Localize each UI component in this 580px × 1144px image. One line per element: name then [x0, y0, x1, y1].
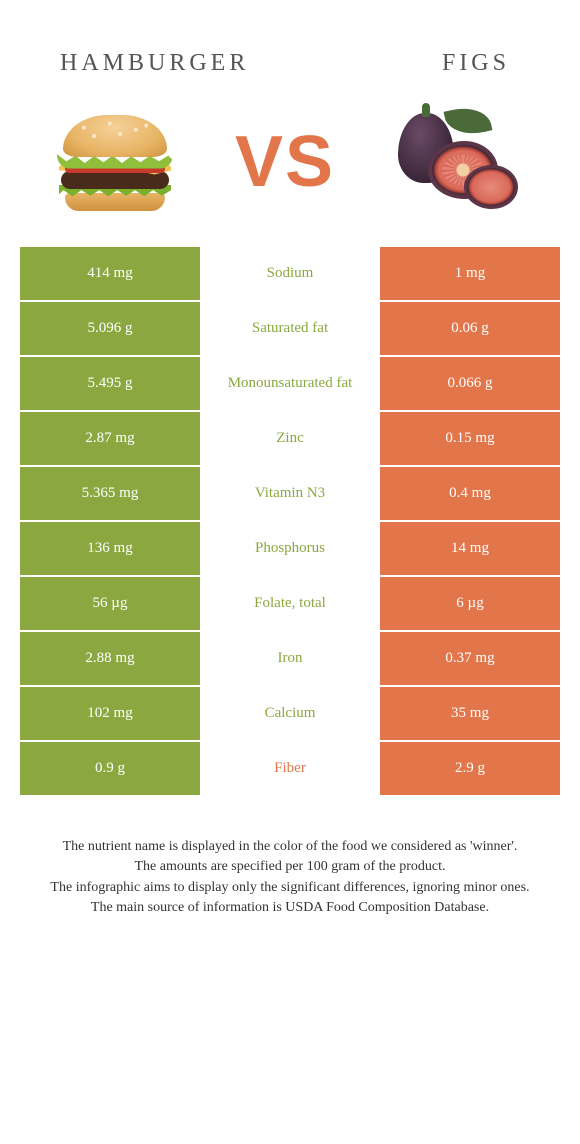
nutrient-label: Phosphorus [200, 522, 380, 575]
right-value-cell: 0.15 mg [380, 412, 560, 465]
nutrient-label: Zinc [200, 412, 380, 465]
left-food-title: HAMBURGER [60, 50, 249, 77]
footer-line: The main source of information is USDA F… [40, 898, 540, 918]
table-row: 414 mgSodium1 mg [20, 247, 560, 302]
images-row: VS [0, 97, 580, 247]
nutrient-label: Monounsaturated fat [200, 357, 380, 410]
footer-line: The amounts are specified per 100 gram o… [40, 857, 540, 877]
right-value-cell: 14 mg [380, 522, 560, 575]
left-value-cell: 56 µg [20, 577, 200, 630]
nutrient-label: Iron [200, 632, 380, 685]
footer-line: The nutrient name is displayed in the co… [40, 837, 540, 857]
table-row: 136 mgPhosphorus14 mg [20, 522, 560, 577]
left-value-cell: 2.88 mg [20, 632, 200, 685]
table-row: 5.096 gSaturated fat0.06 g [20, 302, 560, 357]
right-food-title: FIGS [442, 50, 510, 77]
left-value-cell: 136 mg [20, 522, 200, 575]
right-value-cell: 2.9 g [380, 742, 560, 795]
right-value-cell: 0.4 mg [380, 467, 560, 520]
left-value-cell: 5.365 mg [20, 467, 200, 520]
header: HAMBURGER FIGS [0, 0, 580, 97]
table-row: 56 µgFolate, total6 µg [20, 577, 560, 632]
left-value-cell: 102 mg [20, 687, 200, 740]
footer-notes: The nutrient name is displayed in the co… [0, 797, 580, 918]
right-value-cell: 0.066 g [380, 357, 560, 410]
vs-label: VS [235, 121, 335, 203]
nutrient-label: Sodium [200, 247, 380, 300]
nutrient-label: Folate, total [200, 577, 380, 630]
right-value-cell: 35 mg [380, 687, 560, 740]
right-value-cell: 1 mg [380, 247, 560, 300]
nutrient-label: Fiber [200, 742, 380, 795]
table-row: 5.365 mgVitamin N30.4 mg [20, 467, 560, 522]
left-value-cell: 0.9 g [20, 742, 200, 795]
figs-icon [390, 107, 520, 217]
nutrient-label: Saturated fat [200, 302, 380, 355]
left-value-cell: 2.87 mg [20, 412, 200, 465]
right-value-cell: 6 µg [380, 577, 560, 630]
footer-line: The infographic aims to display only the… [40, 878, 540, 898]
nutrient-label: Calcium [200, 687, 380, 740]
right-value-cell: 0.06 g [380, 302, 560, 355]
table-row: 2.88 mgIron0.37 mg [20, 632, 560, 687]
left-value-cell: 414 mg [20, 247, 200, 300]
table-row: 5.495 gMonounsaturated fat0.066 g [20, 357, 560, 412]
table-row: 102 mgCalcium35 mg [20, 687, 560, 742]
left-value-cell: 5.096 g [20, 302, 200, 355]
left-value-cell: 5.495 g [20, 357, 200, 410]
table-row: 2.87 mgZinc0.15 mg [20, 412, 560, 467]
right-value-cell: 0.37 mg [380, 632, 560, 685]
nutrient-table: 414 mgSodium1 mg5.096 gSaturated fat0.06… [20, 247, 560, 797]
table-row: 0.9 gFiber2.9 g [20, 742, 560, 797]
nutrient-label: Vitamin N3 [200, 467, 380, 520]
hamburger-icon [50, 107, 180, 217]
